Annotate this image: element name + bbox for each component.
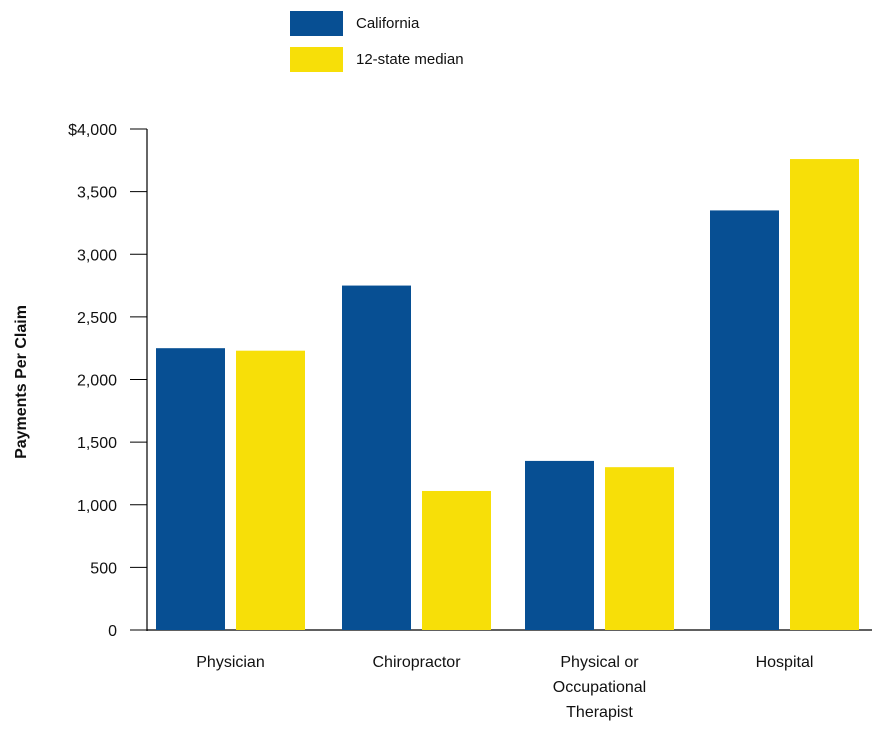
bar-california-1 [342, 285, 411, 630]
bar-median-1 [422, 490, 491, 630]
bar-california-2 [525, 460, 594, 630]
y-tick-label: 2,500 [77, 310, 117, 327]
legend-item-median: 12-state median [290, 46, 464, 72]
x-tick-label: Therapist [566, 704, 633, 721]
y-axis-label: Payments Per Claim [13, 305, 30, 459]
y-tick-label: 1,000 [77, 498, 117, 515]
legend: California 12-state median [290, 10, 464, 82]
y-tick-label: 3,000 [77, 247, 117, 264]
legend-label-median: 12-state median [356, 50, 464, 68]
x-tick-label: Chiropractor [372, 654, 461, 671]
x-tick-label: Hospital [756, 654, 814, 671]
bar-median-3 [790, 159, 859, 630]
legend-label-california: California [356, 14, 420, 32]
x-tick-label: Physical or [560, 654, 639, 671]
bar-california-3 [710, 210, 779, 630]
x-tick-label: Occupational [553, 679, 646, 696]
y-tick-label: 500 [90, 560, 117, 577]
legend-item-california: California [290, 10, 464, 36]
x-tick-label: Physician [196, 654, 264, 671]
bar-median-2 [605, 467, 674, 630]
y-tick-label: 1,500 [77, 435, 117, 452]
y-tick-label: 0 [108, 623, 117, 640]
legend-swatch-median [290, 46, 343, 72]
legend-swatch-california [290, 10, 343, 36]
y-tick-label: $4,000 [68, 122, 117, 139]
y-tick-label: 3,500 [77, 185, 117, 202]
bar-california-0 [156, 348, 225, 630]
bar-median-0 [236, 350, 305, 630]
y-tick-label: 2,000 [77, 373, 117, 390]
